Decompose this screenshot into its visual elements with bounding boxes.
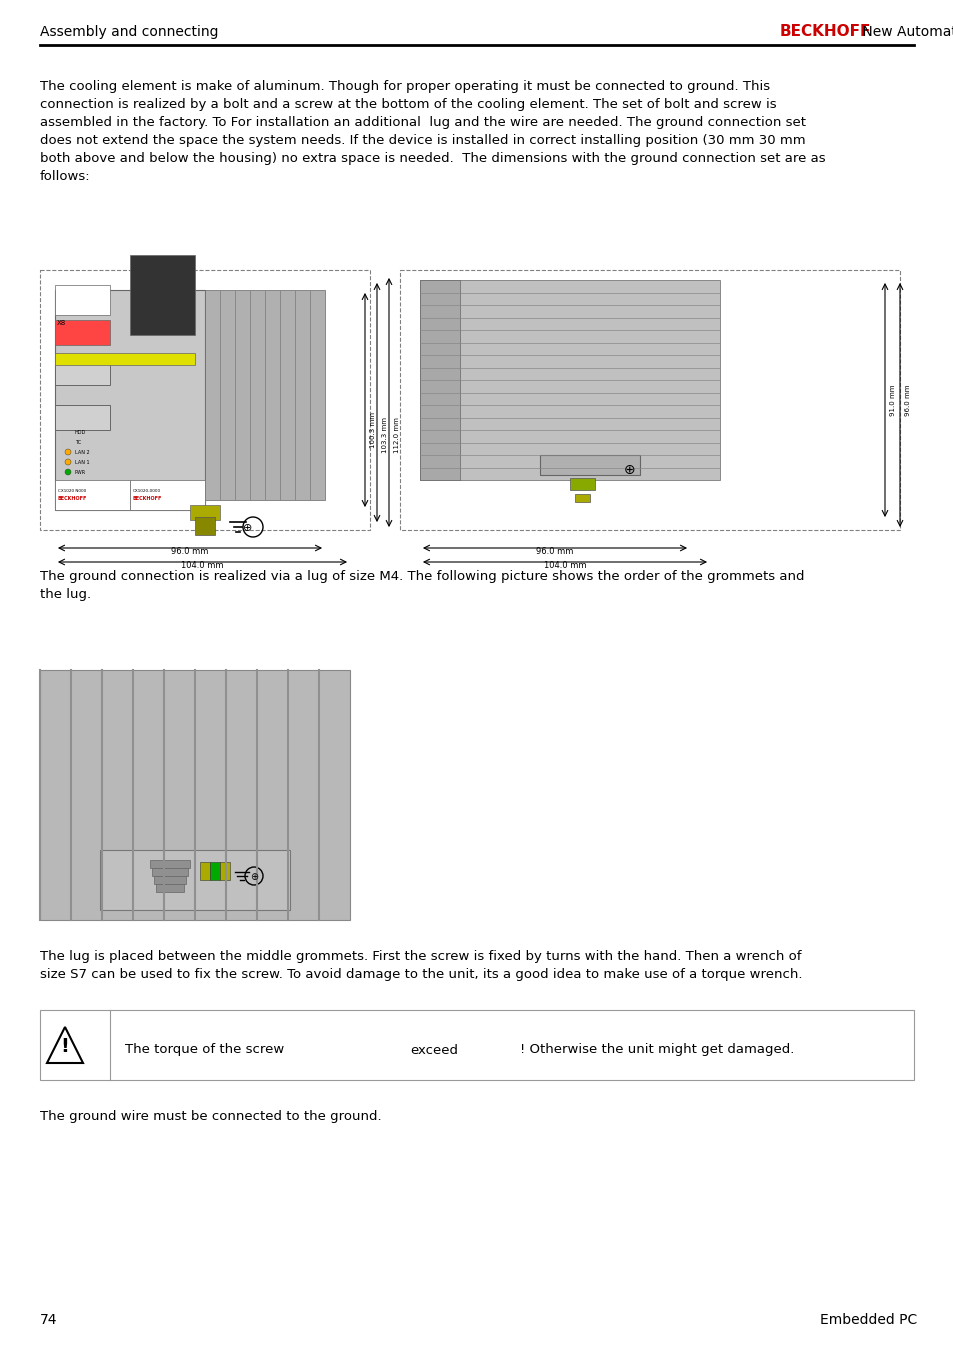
Text: 104.0 mm: 104.0 mm bbox=[543, 562, 586, 570]
Bar bbox=[205, 290, 325, 500]
Bar bbox=[152, 868, 188, 876]
Text: 91.0 mm: 91.0 mm bbox=[889, 385, 895, 416]
Bar bbox=[55, 290, 205, 510]
Text: 96.0 mm: 96.0 mm bbox=[536, 547, 573, 556]
Bar bbox=[539, 455, 639, 475]
Bar bbox=[40, 1010, 913, 1080]
Text: assembled in the factory. To For installation an additional  lug and the wire ar: assembled in the factory. To For install… bbox=[40, 116, 805, 130]
Text: ⊕: ⊕ bbox=[250, 872, 258, 882]
Bar bbox=[55, 352, 194, 365]
Text: ⊕: ⊕ bbox=[243, 522, 253, 533]
Bar bbox=[55, 481, 130, 510]
Text: BECKHOFF: BECKHOFF bbox=[58, 495, 88, 501]
Bar bbox=[100, 850, 290, 910]
Bar bbox=[194, 517, 214, 535]
Text: Assembly and connecting: Assembly and connecting bbox=[40, 26, 218, 39]
Bar bbox=[419, 279, 459, 481]
Bar bbox=[150, 860, 190, 868]
Text: follows:: follows: bbox=[40, 170, 91, 184]
Text: New Automation Technology: New Automation Technology bbox=[857, 26, 953, 39]
Text: X8: X8 bbox=[57, 320, 66, 325]
Text: does not extend the space the system needs. If the device is installed in correc: does not extend the space the system nee… bbox=[40, 134, 804, 147]
Bar bbox=[419, 279, 720, 481]
Bar bbox=[55, 320, 110, 346]
Bar bbox=[130, 255, 194, 335]
Bar bbox=[55, 285, 110, 315]
Text: The ground wire must be connected to the ground.: The ground wire must be connected to the… bbox=[40, 1110, 381, 1123]
Bar bbox=[220, 863, 230, 880]
Text: CX1020-0000: CX1020-0000 bbox=[132, 489, 161, 493]
Text: PWR: PWR bbox=[75, 470, 86, 475]
Circle shape bbox=[65, 450, 71, 455]
Text: ⊕: ⊕ bbox=[623, 463, 635, 477]
Circle shape bbox=[65, 459, 71, 464]
Bar bbox=[153, 876, 186, 884]
Bar bbox=[55, 405, 110, 431]
Text: 112.0 mm: 112.0 mm bbox=[394, 417, 399, 454]
Text: The cooling element is make of aluminum. Though for proper operating it must be : The cooling element is make of aluminum.… bbox=[40, 80, 769, 93]
Text: LAN 1: LAN 1 bbox=[75, 460, 90, 464]
Text: Embedded PC: Embedded PC bbox=[820, 1314, 916, 1327]
Text: both above and below the housing) no extra space is needed.  The dimensions with: both above and below the housing) no ext… bbox=[40, 153, 824, 165]
Text: The torque of the screw: The torque of the screw bbox=[125, 1044, 284, 1057]
Bar bbox=[156, 884, 184, 892]
Polygon shape bbox=[47, 1027, 83, 1062]
Text: 103.3 mm: 103.3 mm bbox=[381, 417, 388, 454]
Text: 74: 74 bbox=[40, 1314, 57, 1327]
Bar bbox=[575, 494, 589, 502]
Bar bbox=[40, 670, 350, 919]
Text: BECKHOFF: BECKHOFF bbox=[780, 24, 870, 39]
Text: 96.0 mm: 96.0 mm bbox=[904, 385, 910, 416]
Text: ! Otherwise the unit might get damaged.: ! Otherwise the unit might get damaged. bbox=[519, 1044, 794, 1057]
Text: !: ! bbox=[60, 1038, 70, 1057]
Bar bbox=[130, 481, 205, 510]
Bar bbox=[190, 505, 220, 520]
Circle shape bbox=[65, 468, 71, 475]
Text: exceed: exceed bbox=[410, 1044, 457, 1057]
Text: LAN 2: LAN 2 bbox=[75, 450, 90, 455]
Text: size S7 can be used to fix the screw. To avoid damage to the unit, its a good id: size S7 can be used to fix the screw. To… bbox=[40, 968, 801, 981]
Bar bbox=[210, 863, 220, 880]
Text: TC: TC bbox=[75, 440, 81, 446]
Text: The lug is placed between the middle grommets. First the screw is fixed by turns: The lug is placed between the middle gro… bbox=[40, 950, 801, 963]
Text: The ground connection is realized via a lug of size M4. The following picture sh: The ground connection is realized via a … bbox=[40, 570, 803, 583]
Bar bbox=[569, 478, 595, 490]
Text: 104.0 mm: 104.0 mm bbox=[180, 562, 223, 570]
Bar bbox=[200, 863, 210, 880]
Text: HDD: HDD bbox=[75, 431, 86, 435]
Text: the lug.: the lug. bbox=[40, 589, 91, 601]
Text: connection is realized by a bolt and a screw at the bottom of the cooling elemen: connection is realized by a bolt and a s… bbox=[40, 99, 776, 111]
Text: CX1020 N000: CX1020 N000 bbox=[58, 489, 86, 493]
Bar bbox=[55, 360, 110, 385]
Text: 100.3 mm: 100.3 mm bbox=[370, 412, 375, 448]
Text: 96.0 mm: 96.0 mm bbox=[172, 547, 209, 556]
Text: BECKHOFF: BECKHOFF bbox=[132, 495, 162, 501]
